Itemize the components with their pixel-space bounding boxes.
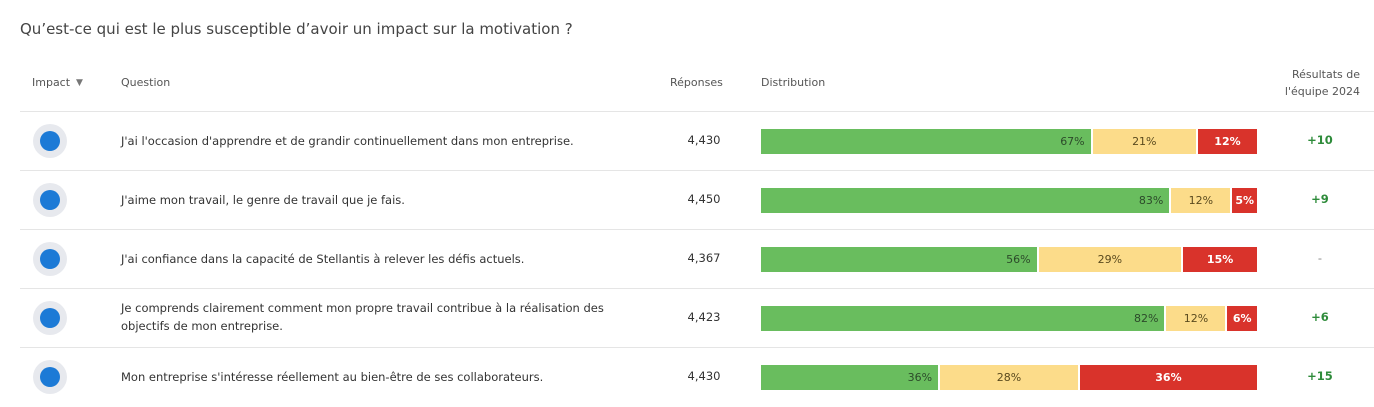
question-text: J'ai confiance dans la capacité de Stell… bbox=[121, 252, 525, 266]
question-column-header: Question bbox=[121, 76, 171, 89]
question-text: J'aime mon travail, le genre de travail … bbox=[121, 193, 405, 207]
table-row[interactable]: J'ai confiance dans la capacité de Stell… bbox=[20, 229, 1374, 289]
negative-segment-label: 15% bbox=[1206, 253, 1234, 266]
impact-dot-icon bbox=[40, 367, 60, 387]
neutral-segment-label: 28% bbox=[996, 371, 1022, 384]
impact-dot-icon bbox=[40, 308, 60, 328]
table-row[interactable]: J'aime mon travail, le genre de travail … bbox=[20, 170, 1374, 230]
impact-indicator bbox=[33, 124, 67, 158]
distribution-bar[interactable]: 83% 12% 5% bbox=[761, 188, 1257, 213]
neutral-segment[interactable]: 29% bbox=[1038, 247, 1182, 272]
sort-down-icon[interactable]: ▼ bbox=[76, 78, 83, 88]
neutral-segment-label: 12% bbox=[1183, 312, 1209, 325]
negative-segment-label: 5% bbox=[1235, 194, 1255, 207]
negative-segment[interactable]: 36% bbox=[1079, 365, 1258, 390]
team-result-score: +9 bbox=[1311, 192, 1329, 206]
impact-indicator bbox=[33, 360, 67, 394]
positive-segment[interactable]: 67% bbox=[761, 129, 1091, 154]
impact-indicator bbox=[33, 242, 67, 276]
team-results-header-line1: Résultats de bbox=[1291, 68, 1360, 81]
negative-segment-label: 6% bbox=[1232, 312, 1252, 325]
positive-segment-label: 82% bbox=[1134, 312, 1159, 325]
team-results-column-header: Résultats de l'équipe 2024 bbox=[1270, 66, 1360, 100]
positive-segment[interactable]: 36% bbox=[761, 365, 939, 390]
table-header: Impact ▼ Question Réponses Distribution R… bbox=[0, 0, 1374, 100]
team-results-header-line2: l'équipe 2024 bbox=[1284, 85, 1360, 98]
team-result-score: +10 bbox=[1307, 133, 1333, 147]
response-count: 4,430 bbox=[687, 133, 721, 147]
page-title: Qu’est-ce qui est le plus susceptible d’… bbox=[20, 20, 573, 38]
distribution-bar[interactable]: 36% 28% 36% bbox=[761, 365, 1258, 390]
neutral-segment[interactable]: 12% bbox=[1166, 306, 1226, 331]
negative-segment[interactable]: 6% bbox=[1227, 306, 1257, 331]
impact-indicator bbox=[33, 183, 67, 217]
distribution-column-header: Distribution bbox=[761, 76, 826, 89]
positive-segment[interactable]: 83% bbox=[761, 188, 1170, 213]
impact-indicator bbox=[33, 301, 67, 335]
response-count: 4,423 bbox=[687, 310, 721, 324]
neutral-segment-label: 21% bbox=[1132, 135, 1157, 148]
impact-header-label: Impact bbox=[32, 76, 71, 89]
table-row[interactable]: Je comprends clairement comment mon prop… bbox=[20, 288, 1374, 348]
negative-segment[interactable]: 5% bbox=[1232, 188, 1257, 213]
response-count: 4,450 bbox=[687, 192, 721, 206]
negative-segment-label: 12% bbox=[1214, 135, 1241, 148]
table-row[interactable]: J'ai l'occasion d'apprendre et de grandi… bbox=[20, 111, 1374, 171]
question-text: J'ai l'occasion d'apprendre et de grandi… bbox=[121, 134, 574, 148]
negative-segment[interactable]: 12% bbox=[1197, 129, 1257, 154]
team-result-score: +6 bbox=[1311, 310, 1329, 324]
question-text: Mon entreprise s'intéresse réellement au… bbox=[121, 370, 544, 384]
positive-segment[interactable]: 56% bbox=[761, 247, 1037, 272]
impact-dot-icon bbox=[40, 131, 60, 151]
response-count: 4,430 bbox=[687, 369, 721, 383]
negative-segment[interactable]: 15% bbox=[1183, 247, 1257, 272]
team-result-score: +15 bbox=[1307, 369, 1333, 383]
responses-column-header: Réponses bbox=[670, 76, 723, 89]
team-result-score: - bbox=[1317, 251, 1323, 265]
response-count: 4,367 bbox=[687, 251, 721, 265]
distribution-bar[interactable]: 82% 12% 6% bbox=[761, 306, 1257, 331]
impact-column-header[interactable]: Impact ▼ bbox=[32, 76, 83, 89]
impact-dot-icon bbox=[40, 190, 60, 210]
positive-segment-label: 83% bbox=[1138, 194, 1164, 207]
neutral-segment-label: 29% bbox=[1097, 253, 1123, 266]
neutral-segment-label: 12% bbox=[1188, 194, 1214, 207]
neutral-segment[interactable]: 12% bbox=[1171, 188, 1231, 213]
negative-segment-label: 36% bbox=[1155, 371, 1182, 384]
positive-segment-label: 67% bbox=[1060, 135, 1085, 148]
distribution-bar[interactable]: 56% 29% 15% bbox=[761, 247, 1257, 272]
impact-dot-icon bbox=[40, 249, 60, 269]
neutral-segment[interactable]: 28% bbox=[940, 365, 1078, 390]
positive-segment[interactable]: 82% bbox=[761, 306, 1165, 331]
neutral-segment[interactable]: 21% bbox=[1092, 129, 1196, 154]
distribution-bar[interactable]: 67% 21% 12% bbox=[761, 129, 1257, 154]
positive-segment-label: 56% bbox=[1006, 253, 1031, 266]
positive-segment-label: 36% bbox=[907, 371, 933, 384]
question-text: Je comprends clairement comment mon prop… bbox=[121, 301, 604, 333]
table-row[interactable]: Mon entreprise s'intéresse réellement au… bbox=[20, 347, 1374, 407]
